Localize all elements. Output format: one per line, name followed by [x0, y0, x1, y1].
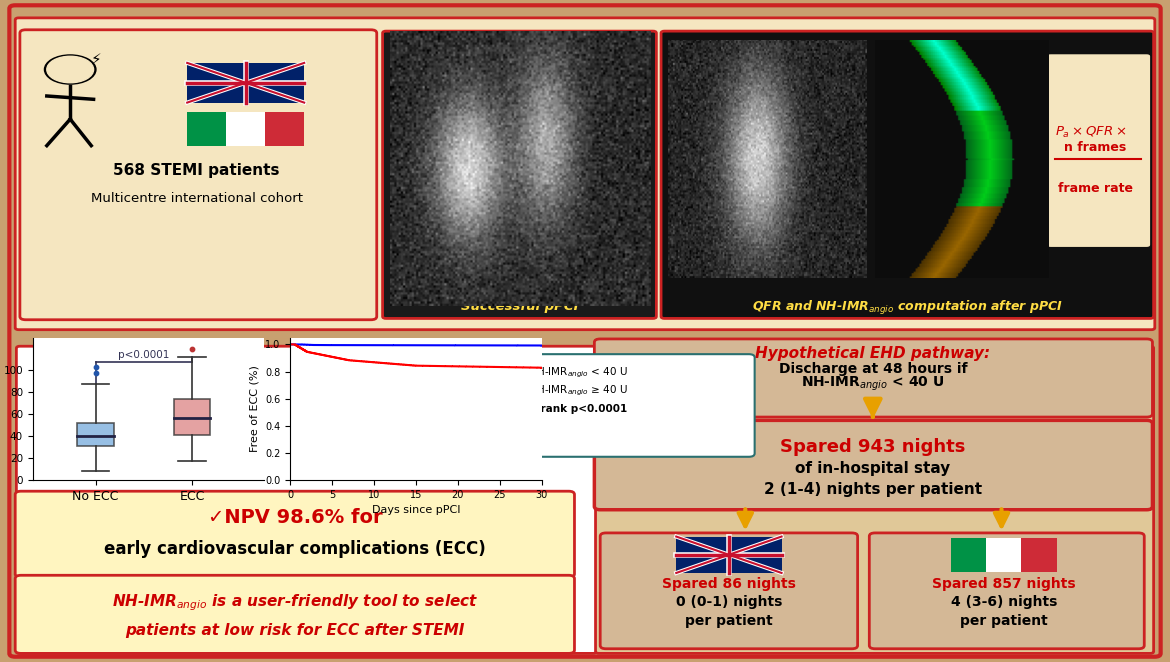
Text: Spared 86 nights: Spared 86 nights: [662, 577, 796, 591]
FancyBboxPatch shape: [9, 5, 1161, 657]
Text: early cardiovascular complications (ECC): early cardiovascular complications (ECC): [104, 540, 486, 559]
Point: [87, 362, 105, 373]
FancyBboxPatch shape: [503, 354, 755, 457]
Bar: [226, 112, 266, 146]
Text: NH-IMR$_{angio}$ ≥ 40 U: NH-IMR$_{angio}$ ≥ 40 U: [529, 383, 628, 398]
Bar: [951, 538, 986, 572]
Point: [87, 367, 105, 378]
Text: Successful pPCI: Successful pPCI: [461, 300, 578, 313]
Bar: [676, 536, 782, 573]
FancyBboxPatch shape: [383, 31, 656, 318]
FancyBboxPatch shape: [869, 533, 1144, 649]
Text: 0 (0-1) nights: 0 (0-1) nights: [676, 595, 782, 610]
FancyBboxPatch shape: [15, 575, 574, 653]
Text: of in-hospital stay: of in-hospital stay: [796, 461, 950, 475]
Text: 4 (3-6) nights: 4 (3-6) nights: [951, 595, 1057, 610]
FancyBboxPatch shape: [661, 31, 1154, 318]
Text: ⚡: ⚡: [90, 52, 102, 67]
Text: NH-IMR$_{angio}$ is a user-friendly tool to select: NH-IMR$_{angio}$ is a user-friendly tool…: [111, 592, 479, 613]
Text: n frames: n frames: [1064, 140, 1127, 154]
Text: $P_a \times QFR \times$: $P_a \times QFR \times$: [1055, 125, 1127, 140]
Bar: [266, 112, 304, 146]
FancyBboxPatch shape: [15, 491, 574, 577]
Text: NH-IMR$_{angio}$ < 40 U: NH-IMR$_{angio}$ < 40 U: [529, 365, 628, 380]
Y-axis label: Free of ECC (%): Free of ECC (%): [249, 365, 260, 452]
Text: NH-IMR$_{angio}$ < 40 U: NH-IMR$_{angio}$ < 40 U: [801, 375, 944, 393]
FancyBboxPatch shape: [1047, 54, 1150, 247]
Bar: [187, 63, 304, 103]
Text: Spared 943 nights: Spared 943 nights: [780, 438, 965, 456]
Text: 568 STEMI patients: 568 STEMI patients: [113, 164, 280, 178]
Text: Discharge at 48 hours if: Discharge at 48 hours if: [778, 361, 968, 376]
Point: [183, 344, 201, 354]
Bar: [77, 423, 113, 446]
Text: Multicentre international cohort: Multicentre international cohort: [90, 192, 303, 205]
Bar: [986, 538, 1021, 572]
Text: patients at low risk for ECC after STEMI: patients at low risk for ECC after STEMI: [125, 623, 464, 638]
FancyBboxPatch shape: [596, 346, 1154, 653]
FancyBboxPatch shape: [594, 339, 1152, 417]
Text: per patient: per patient: [959, 614, 1048, 628]
Bar: [187, 112, 226, 146]
Text: LOGrank p<0.0001: LOGrank p<0.0001: [517, 404, 627, 414]
FancyBboxPatch shape: [15, 18, 1155, 330]
Circle shape: [44, 55, 96, 84]
Text: 2 (1-4) nights per patient: 2 (1-4) nights per patient: [764, 482, 982, 496]
Text: p<0.0001: p<0.0001: [118, 350, 170, 360]
Bar: [1021, 538, 1057, 572]
Text: Hypothetical EHD pathway:: Hypothetical EHD pathway:: [756, 346, 990, 361]
Text: ✓NPV 98.6% for: ✓NPV 98.6% for: [207, 508, 383, 527]
Text: Spared 857 nights: Spared 857 nights: [932, 577, 1075, 591]
FancyBboxPatch shape: [20, 30, 377, 320]
Text: QFR and NH-IMR$_{angio}$ computation after pPCI: QFR and NH-IMR$_{angio}$ computation aft…: [752, 299, 1064, 317]
FancyBboxPatch shape: [594, 420, 1152, 510]
X-axis label: Days since pPCI: Days since pPCI: [372, 505, 460, 515]
Text: per patient: per patient: [686, 614, 772, 628]
Bar: [173, 399, 211, 435]
Circle shape: [47, 56, 94, 83]
FancyBboxPatch shape: [600, 533, 858, 649]
Text: frame rate: frame rate: [1058, 182, 1133, 195]
FancyBboxPatch shape: [16, 346, 597, 653]
